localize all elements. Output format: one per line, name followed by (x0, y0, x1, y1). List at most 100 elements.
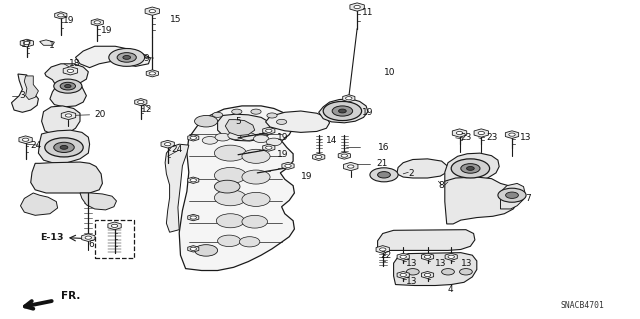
Text: 12: 12 (141, 105, 152, 114)
Circle shape (22, 138, 29, 141)
Text: 24: 24 (31, 141, 42, 150)
Bar (95, 220, 134, 258)
Text: 13: 13 (461, 259, 472, 268)
Circle shape (339, 109, 346, 113)
Circle shape (214, 190, 246, 206)
Polygon shape (344, 162, 358, 171)
Text: FR.: FR. (61, 291, 80, 301)
Text: 22: 22 (381, 251, 392, 260)
Circle shape (239, 237, 260, 247)
Polygon shape (80, 193, 116, 210)
Polygon shape (397, 271, 410, 278)
Polygon shape (63, 67, 77, 75)
Circle shape (276, 119, 287, 124)
Circle shape (448, 255, 454, 258)
Circle shape (216, 214, 244, 228)
Circle shape (424, 273, 431, 277)
Polygon shape (445, 177, 518, 224)
Polygon shape (282, 162, 294, 169)
Polygon shape (42, 106, 80, 134)
Text: 2: 2 (408, 169, 414, 178)
Circle shape (214, 167, 246, 183)
Polygon shape (445, 253, 458, 260)
Circle shape (380, 248, 386, 251)
Circle shape (111, 224, 118, 227)
Polygon shape (474, 129, 488, 137)
Text: SNACB4701: SNACB4701 (561, 301, 604, 310)
Polygon shape (312, 153, 325, 160)
Text: E-13: E-13 (40, 233, 64, 242)
Polygon shape (165, 144, 189, 232)
Circle shape (242, 170, 270, 184)
Circle shape (460, 269, 472, 275)
Polygon shape (350, 3, 364, 11)
Polygon shape (225, 120, 255, 136)
Polygon shape (188, 246, 199, 252)
Circle shape (215, 133, 230, 141)
Circle shape (228, 132, 243, 139)
Text: 6: 6 (88, 240, 94, 249)
Text: 21: 21 (376, 159, 388, 168)
Circle shape (498, 188, 526, 202)
Polygon shape (161, 140, 174, 148)
Polygon shape (266, 111, 330, 132)
Circle shape (467, 167, 474, 170)
Circle shape (58, 14, 64, 17)
Circle shape (214, 145, 246, 161)
Text: 19: 19 (101, 26, 113, 35)
Circle shape (242, 192, 270, 206)
Circle shape (251, 109, 261, 114)
Text: 15: 15 (170, 15, 181, 24)
Circle shape (54, 142, 74, 152)
Circle shape (253, 135, 269, 143)
Circle shape (509, 133, 515, 136)
Polygon shape (54, 12, 67, 19)
Polygon shape (319, 99, 368, 123)
Circle shape (94, 21, 100, 24)
Circle shape (242, 215, 268, 228)
Circle shape (266, 129, 272, 132)
Circle shape (354, 5, 360, 9)
Circle shape (341, 154, 348, 157)
Polygon shape (376, 246, 389, 253)
Text: 9: 9 (143, 54, 149, 63)
Polygon shape (20, 39, 33, 47)
Circle shape (85, 236, 92, 239)
Circle shape (506, 192, 518, 198)
Circle shape (212, 112, 223, 117)
Circle shape (45, 138, 83, 157)
Text: 14: 14 (326, 136, 338, 145)
Circle shape (117, 53, 136, 62)
Circle shape (456, 131, 463, 135)
Circle shape (378, 172, 390, 178)
Polygon shape (40, 40, 54, 45)
Text: 17: 17 (21, 40, 33, 48)
Circle shape (190, 216, 196, 219)
Polygon shape (188, 177, 199, 183)
Circle shape (424, 255, 431, 258)
Circle shape (442, 269, 454, 275)
Text: 3: 3 (19, 91, 25, 100)
Polygon shape (188, 135, 199, 141)
Polygon shape (394, 253, 477, 286)
Text: 7: 7 (525, 194, 531, 203)
Circle shape (202, 137, 218, 144)
Polygon shape (262, 127, 275, 134)
Polygon shape (24, 76, 38, 100)
Circle shape (267, 113, 277, 118)
Polygon shape (397, 253, 410, 260)
Circle shape (24, 41, 30, 45)
Circle shape (451, 159, 490, 178)
Polygon shape (342, 95, 355, 102)
Text: 13: 13 (520, 133, 531, 142)
Circle shape (65, 85, 71, 88)
Circle shape (461, 164, 480, 173)
Text: 19: 19 (362, 108, 373, 117)
Polygon shape (19, 136, 32, 144)
Text: 5: 5 (236, 117, 241, 126)
Circle shape (218, 235, 241, 247)
Polygon shape (145, 7, 159, 15)
Polygon shape (91, 19, 104, 26)
Circle shape (123, 56, 131, 59)
Polygon shape (218, 114, 272, 141)
